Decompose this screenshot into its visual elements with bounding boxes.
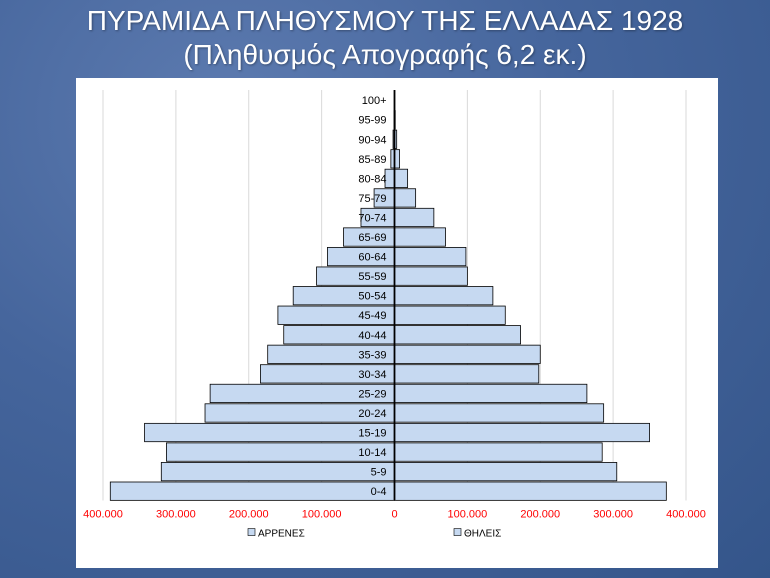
category-label: 50-54 <box>358 291 386 303</box>
category-label: 45-49 <box>358 310 386 322</box>
x-tick-label: 200.000 <box>520 509 560 521</box>
category-label: 55-59 <box>358 271 386 283</box>
x-tick-label: 400.000 <box>83 509 123 521</box>
x-tick-label: 0 <box>391 509 397 521</box>
category-label: 75-79 <box>358 193 386 205</box>
category-label: 0-4 <box>371 486 387 498</box>
bar-female <box>394 207 435 228</box>
bar-female <box>394 422 650 443</box>
category-label: 35-39 <box>358 349 386 361</box>
bar-male <box>144 422 395 443</box>
slide-title: ΠΥΡΑΜΙΔΑ ΠΛΗΘΥΣΜΟΥ ΤΗΣ ΕΛΛΑΔΑΣ 1928 (Πλη… <box>0 4 770 72</box>
category-label: 30-34 <box>358 369 386 381</box>
x-tick-label: 100.000 <box>447 509 487 521</box>
x-tick-label: 400.000 <box>666 509 706 521</box>
chart-area: 0-4 5-9 10-14 15-19 20-24 25-29 30-34 35-39 40-4… <box>76 78 718 568</box>
bar-female <box>394 305 506 325</box>
category-label: 95-99 <box>358 115 386 127</box>
bar-female <box>394 227 446 247</box>
legend-label: ΘΗΛΕΙΣ <box>464 529 501 540</box>
bar-female <box>394 168 409 188</box>
legend-swatch <box>247 528 256 536</box>
category-label: 90-94 <box>358 134 386 146</box>
bar-female <box>394 442 603 462</box>
category-label: 80-84 <box>358 173 386 185</box>
category-label: 25-29 <box>358 388 386 400</box>
bar-female <box>394 403 605 423</box>
bar-female <box>394 462 618 482</box>
bar-female <box>394 286 494 306</box>
title-line-1: ΠΥΡΑΜΙΔΑ ΠΛΗΘΥΣΜΟΥ ΤΗΣ ΕΛΛΑΔΑΣ 1928 <box>86 5 684 36</box>
legend-label: ΑΡΡΕΝΕΣ <box>258 529 305 540</box>
category-label: 5-9 <box>371 467 387 479</box>
x-tick-label: 100.000 <box>302 509 342 521</box>
bar-female <box>394 344 541 364</box>
legend-swatch <box>453 528 462 536</box>
bar-female <box>394 188 417 208</box>
category-label: 85-89 <box>358 154 386 166</box>
bar-female <box>394 481 667 501</box>
category-label: 65-69 <box>358 232 386 244</box>
bar-male <box>160 462 395 482</box>
category-label: 100+ <box>362 95 387 107</box>
category-label: 20-24 <box>358 408 386 420</box>
title-line-2: (Πληθυσμός Απογραφής 6,2 εκ.) <box>183 39 587 70</box>
x-tick-label: 200.000 <box>229 509 269 521</box>
bar-female <box>394 364 540 384</box>
x-tick-label: 300.000 <box>593 509 633 521</box>
category-label: 40-44 <box>358 330 386 342</box>
x-tick-label: 300.000 <box>156 509 196 521</box>
bar-male <box>109 481 395 501</box>
population-pyramid-chart: 0-4 5-9 10-14 15-19 20-24 25-29 30-34 35-39 40-4… <box>83 90 706 540</box>
category-label: 70-74 <box>358 212 386 224</box>
bar-female <box>394 383 588 404</box>
bar-female <box>394 266 468 286</box>
category-label: 15-19 <box>358 428 386 440</box>
category-label: 60-64 <box>358 252 386 264</box>
category-label: 10-14 <box>358 447 386 459</box>
bar-female <box>394 325 521 345</box>
bar-female <box>394 246 467 267</box>
